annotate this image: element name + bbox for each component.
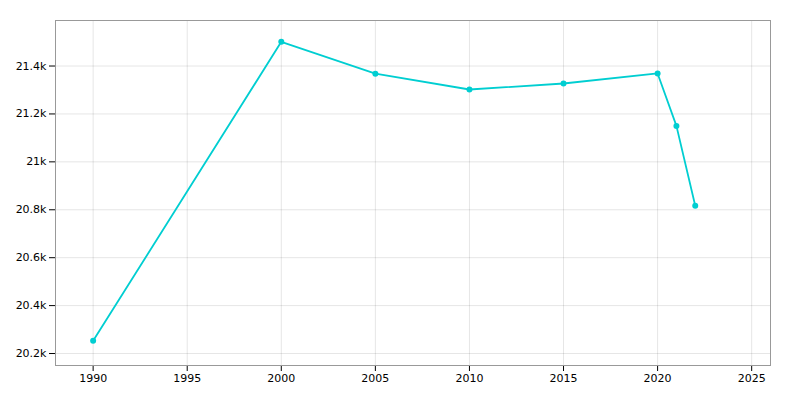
svg-text:21.4k: 21.4k [16, 60, 47, 73]
svg-text:2010: 2010 [455, 372, 483, 385]
svg-text:20.8k: 20.8k [16, 203, 47, 216]
svg-text:21k: 21k [26, 155, 47, 168]
svg-text:21.2k: 21.2k [16, 107, 47, 120]
svg-text:2025: 2025 [738, 372, 766, 385]
svg-text:20.6k: 20.6k [16, 251, 47, 264]
svg-text:2020: 2020 [644, 372, 672, 385]
svg-text:2015: 2015 [550, 372, 578, 385]
svg-text:20.4k: 20.4k [16, 299, 47, 312]
svg-text:2000: 2000 [267, 372, 295, 385]
svg-text:20.2k: 20.2k [16, 347, 47, 360]
svg-text:2005: 2005 [361, 372, 389, 385]
svg-text:1990: 1990 [79, 372, 107, 385]
svg-text:1995: 1995 [173, 372, 201, 385]
